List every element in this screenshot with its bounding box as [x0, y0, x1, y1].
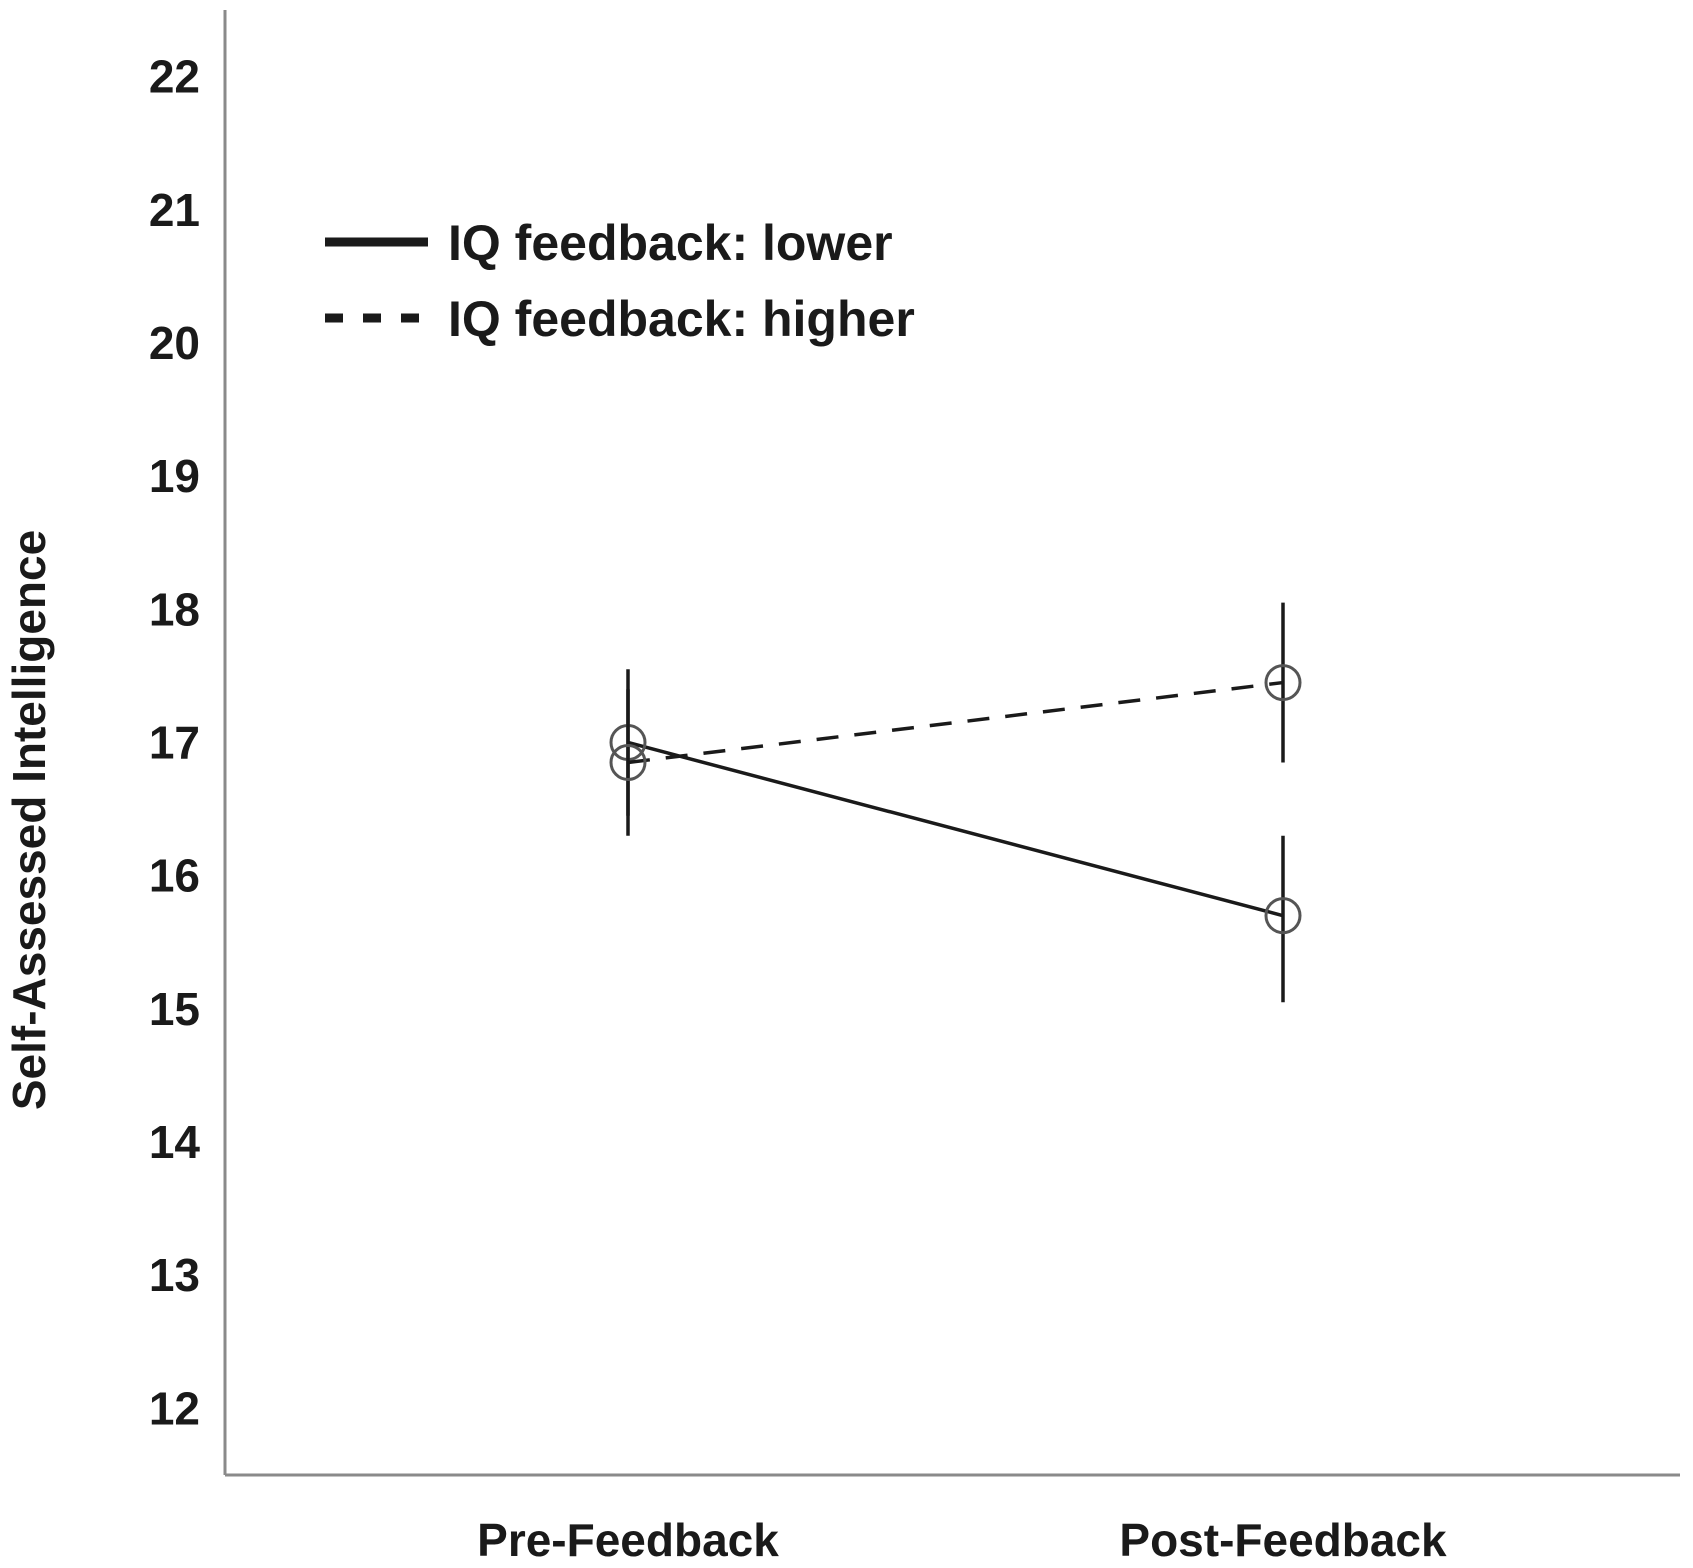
y-tick-label: 19 — [149, 450, 200, 502]
y-tick-label: 21 — [149, 184, 200, 236]
legend-label: IQ feedback: lower — [448, 215, 893, 271]
x-tick-label: Post-Feedback — [1119, 1514, 1447, 1566]
legend-label: IQ feedback: higher — [448, 291, 915, 347]
data-point-marker — [1264, 664, 1302, 702]
y-tick-label: 13 — [149, 1249, 200, 1301]
y-tick-label: 15 — [149, 983, 200, 1035]
data-point-marker — [1264, 897, 1302, 935]
y-tick-labels: 12 13 14 15 16 17 18 19 20 21 22 — [149, 51, 201, 1435]
x-tick-label: Pre-Feedback — [477, 1514, 779, 1566]
y-tick-label: 14 — [149, 1116, 201, 1168]
y-tick-label: 12 — [149, 1382, 200, 1434]
y-tick-label: 22 — [149, 51, 200, 103]
plot-area — [609, 602, 1302, 1003]
series-line — [627, 740, 1284, 918]
series-line — [627, 680, 1284, 765]
data-point-marker — [609, 743, 647, 781]
y-axis-title: Self-Assessed Intelligence — [3, 530, 55, 1110]
y-tick-label: 16 — [149, 850, 200, 902]
series-2 — [609, 602, 1302, 836]
y-tick-label: 18 — [149, 583, 200, 635]
axes — [223, 10, 1680, 1477]
y-tick-label: 20 — [149, 317, 200, 369]
y-tick-label: 17 — [149, 717, 200, 769]
legend: IQ feedback: lower IQ feedback: higher — [325, 215, 915, 347]
series-1 — [609, 669, 1302, 1003]
x-tick-labels: Pre-Feedback Post-Feedback — [477, 1514, 1447, 1566]
